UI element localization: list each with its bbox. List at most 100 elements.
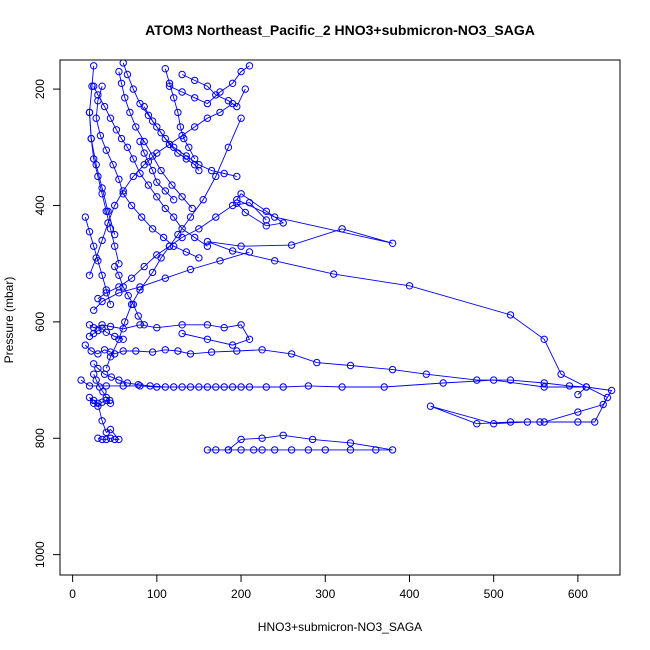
data-point-7-11: [191, 123, 199, 131]
data-point-16-2: [170, 94, 178, 102]
data-point-15-6: [106, 300, 115, 309]
plot-frame: [59, 59, 621, 576]
data-point-1-9: [161, 346, 170, 354]
data-point-16-4: [176, 123, 185, 131]
data-point-9-9: [144, 181, 153, 189]
data-point-10-7: [119, 190, 127, 198]
data-point-0-0: [77, 376, 85, 384]
data-point-0-21: [439, 379, 447, 387]
data-point-0-19: [338, 383, 346, 391]
data-point-12-7: [157, 166, 165, 175]
data-point-17-4: [174, 149, 182, 157]
data-point-12-0: [115, 67, 123, 76]
data-point-18-2: [144, 158, 153, 166]
data-point-8-6: [148, 268, 157, 277]
data-point-1-21: [506, 376, 515, 384]
series-line-15: [84, 216, 111, 305]
data-point-6-11: [245, 198, 254, 207]
data-point-0-31: [426, 402, 435, 410]
data-point-0-48: [338, 225, 346, 233]
data-point-20-2: [100, 370, 109, 378]
data-point-13-4: [98, 190, 106, 198]
y-tick-label: 400: [33, 195, 47, 215]
data-point-24-5: [233, 102, 241, 111]
data-point-7-2: [98, 236, 106, 245]
data-point-1-23: [565, 382, 574, 390]
data-point-17-0: [140, 102, 148, 111]
data-point-9-8: [136, 169, 144, 178]
data-point-1-16: [313, 358, 321, 367]
data-point-8-10: [186, 213, 195, 221]
data-point-19-4: [129, 300, 138, 309]
data-point-6-2: [115, 283, 123, 291]
series-line-17: [143, 106, 200, 171]
data-point-14-2: [85, 108, 94, 117]
data-point-3-13: [94, 402, 102, 410]
data-point-5-2: [115, 289, 123, 297]
data-point-0-41: [405, 282, 414, 290]
data-point-19-6: [140, 321, 148, 329]
data-point-5-5: [186, 265, 195, 274]
data-point-0-29: [506, 418, 515, 426]
data-point-2-6: [271, 446, 279, 454]
data-point-4-11: [245, 335, 254, 343]
data-point-0-44: [228, 247, 237, 255]
data-point-18-0: [136, 137, 144, 146]
data-point-2-7: [287, 446, 296, 454]
data-point-0-50: [271, 213, 279, 221]
data-point-12-2: [121, 94, 129, 102]
x-tick-label: 600: [568, 587, 588, 601]
data-point-11-11: [220, 169, 228, 178]
data-point-4-14: [178, 329, 186, 338]
data-point-4-3: [106, 322, 115, 331]
x-tick-label: 300: [315, 587, 335, 601]
data-point-5-4: [161, 274, 170, 282]
data-point-0-20: [380, 383, 388, 391]
data-point-4-7: [178, 321, 186, 329]
data-point-15-4: [98, 271, 106, 279]
data-point-13-7: [111, 242, 119, 250]
data-point-9-6: [123, 143, 132, 152]
data-point-14-5: [98, 184, 106, 192]
data-point-3-11: [85, 393, 94, 402]
data-point-24-0: [178, 70, 186, 79]
data-point-18-4: [153, 178, 161, 186]
data-point-0-8: [186, 383, 195, 391]
data-point-17-1: [148, 117, 157, 125]
data-point-6-0: [94, 294, 102, 303]
data-point-18-6: [170, 196, 178, 204]
data-point-21-1: [92, 376, 100, 384]
data-point-20-6: [134, 381, 143, 389]
data-point-9-2: [100, 102, 109, 111]
data-point-0-25: [607, 386, 616, 395]
data-point-9-4: [112, 126, 121, 134]
data-point-6-9: [212, 213, 220, 221]
data-point-2-1: [212, 446, 220, 454]
data-point-2-0: [203, 446, 212, 454]
data-point-16-3: [174, 108, 182, 117]
data-point-10-3: [96, 131, 105, 140]
data-point-20-1: [94, 364, 102, 373]
data-point-14-0: [90, 62, 98, 70]
y-axis-label: Pressure (mbar): [2, 277, 16, 364]
data-point-0-56: [241, 208, 250, 217]
data-point-0-39: [540, 335, 548, 343]
data-point-0-51: [233, 196, 241, 204]
data-point-22-2: [94, 326, 102, 335]
data-point-1-10: [174, 347, 182, 355]
series-line-2: [207, 434, 393, 451]
data-point-20-8: [161, 383, 170, 391]
data-point-7-6: [129, 172, 138, 181]
data-point-9-12: [170, 213, 178, 221]
data-point-20-3: [107, 373, 116, 381]
data-point-2-15: [279, 431, 287, 439]
data-point-4-2: [98, 321, 106, 329]
data-point-2-16: [258, 434, 266, 442]
data-point-0-14: [237, 383, 245, 391]
data-point-10-2: [92, 114, 100, 122]
data-point-5-7: [245, 248, 254, 256]
x-axis-label: HNO3+submicron-NO3_SAGA: [258, 620, 422, 634]
data-point-11-4: [144, 111, 153, 120]
data-point-19-2: [119, 283, 127, 291]
data-point-1-22: [540, 379, 548, 387]
